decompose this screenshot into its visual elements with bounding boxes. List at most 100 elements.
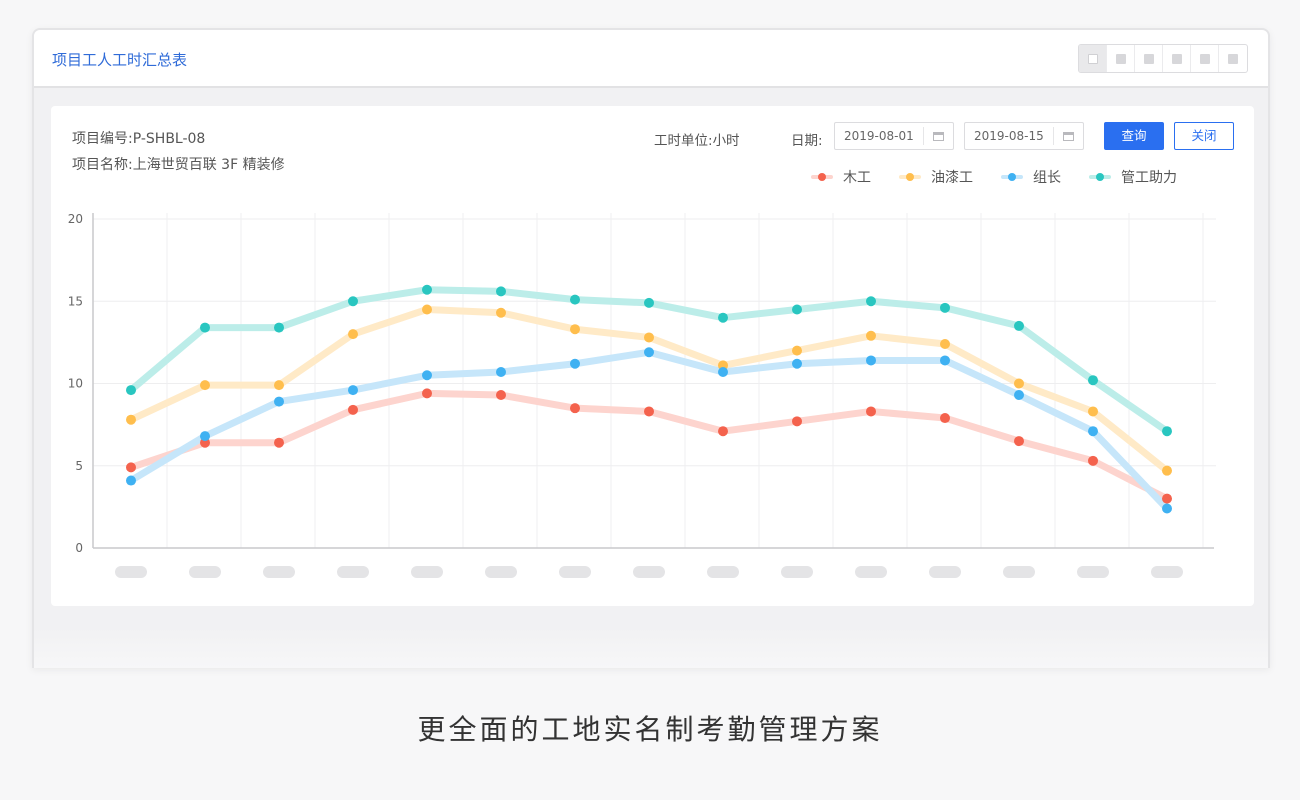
x-tick-placeholder (1077, 566, 1109, 578)
data-point (496, 366, 506, 377)
legend-label: 木工 (843, 170, 871, 186)
x-tick-placeholder (263, 566, 295, 578)
square-icon (1171, 53, 1182, 64)
x-tick-placeholder (1151, 566, 1183, 578)
data-point (274, 396, 284, 407)
window-title: 项目工人工时汇总表 (52, 51, 188, 69)
view-button-5[interactable] (1191, 45, 1219, 72)
data-point (1014, 390, 1024, 401)
query-button[interactable]: 查询 (1104, 122, 1164, 150)
y-tick-label: 5 (75, 459, 83, 473)
view-button-4[interactable] (1163, 45, 1191, 72)
x-tick-placeholder (485, 566, 517, 578)
data-point (496, 307, 506, 318)
legend-item[interactable]: 管工助力 (1089, 167, 1177, 187)
data-point (496, 390, 506, 401)
legend-item[interactable]: 木工 (811, 167, 871, 187)
data-point (940, 355, 950, 366)
data-point (200, 380, 210, 391)
project-name-label: 项目名称: (72, 157, 133, 173)
legend-item[interactable]: 油漆工 (899, 167, 973, 187)
x-tick-placeholder (781, 566, 813, 578)
report-panel: 项目编号:P-SHBL-08 项目名称:上海世贸百联 3F 精装修 工时单位:小… (51, 106, 1254, 606)
x-tick-placeholder (189, 566, 221, 578)
data-point (792, 345, 802, 356)
data-point (126, 475, 136, 486)
calendar-icon[interactable] (1053, 127, 1083, 145)
data-point (1162, 426, 1172, 437)
data-point (1088, 406, 1098, 417)
data-point (644, 406, 654, 417)
square-icon (1228, 53, 1238, 64)
legend-marker-icon (899, 172, 921, 182)
data-point (422, 388, 432, 399)
x-tick-placeholder (115, 566, 147, 578)
legend-label: 管工助力 (1121, 170, 1177, 186)
data-point (866, 406, 876, 417)
data-point (570, 324, 580, 335)
data-point (570, 403, 580, 414)
legend-label: 组长 (1033, 170, 1061, 186)
data-point (274, 380, 284, 391)
data-point (644, 347, 654, 358)
calendar-icon[interactable] (923, 127, 953, 145)
data-point (940, 302, 950, 313)
x-tick-placeholder (633, 566, 665, 578)
data-point (126, 414, 136, 425)
data-point (1162, 503, 1172, 514)
x-tick-placeholder (559, 566, 591, 578)
date-label: 日期: (791, 133, 823, 149)
work-hour-unit: 工时单位:小时 (654, 129, 740, 149)
end-date-field[interactable]: 2019-08-15 (964, 122, 1084, 150)
data-point (274, 437, 284, 448)
y-tick-label: 0 (75, 541, 83, 555)
data-point (1088, 455, 1098, 466)
tagline: 更全面的工地实名制考勤管理方案 (417, 713, 883, 746)
data-point (422, 284, 432, 295)
data-point (422, 370, 432, 381)
data-point (1162, 493, 1172, 504)
start-date-value: 2019-08-01 (844, 129, 914, 143)
square-icon (1199, 53, 1210, 64)
close-button[interactable]: 关闭 (1174, 122, 1234, 150)
data-point (940, 413, 950, 424)
x-tick-placeholder (337, 566, 369, 578)
data-point (570, 358, 580, 369)
y-tick-label: 15 (68, 294, 83, 308)
x-tick-placeholder (411, 566, 443, 578)
data-point (644, 297, 654, 308)
end-date-value: 2019-08-15 (974, 129, 1044, 143)
project-code-value: P-SHBL-08 (132, 131, 206, 147)
x-tick-placeholder (1003, 566, 1035, 578)
legend-item[interactable]: 组长 (1001, 167, 1061, 187)
data-point (792, 358, 802, 369)
data-point (1162, 465, 1172, 476)
project-name-value: 上海世贸百联 3F 精装修 (132, 157, 285, 173)
unit-label: 工时单位: (654, 133, 713, 149)
start-date-field[interactable]: 2019-08-01 (834, 122, 954, 150)
data-point (348, 296, 358, 307)
data-point (718, 312, 728, 323)
view-switch (1078, 44, 1248, 73)
data-point (1014, 320, 1024, 331)
unit-value: 小时 (712, 133, 740, 149)
data-point (718, 426, 728, 437)
data-point (422, 304, 432, 315)
project-code-label: 项目编号: (72, 131, 133, 147)
square-icon (1143, 53, 1154, 64)
square-icon (1115, 53, 1126, 64)
view-button-1[interactable] (1079, 45, 1107, 72)
data-point (792, 304, 802, 315)
view-button-6[interactable] (1219, 45, 1247, 72)
legend-marker-icon (811, 172, 833, 182)
view-button-2[interactable] (1107, 45, 1135, 72)
chart-legend: 木工 油漆工 组长 管工助力 (811, 167, 1177, 187)
view-button-3[interactable] (1135, 45, 1163, 72)
data-point (348, 385, 358, 396)
legend-marker-icon (1001, 172, 1023, 182)
line-chart: 0 5 10 15 20 (68, 212, 1216, 578)
square-icon (1087, 53, 1098, 64)
project-code: 项目编号:P-SHBL-08 (72, 128, 205, 148)
data-point (644, 332, 654, 343)
data-point (1014, 378, 1024, 389)
